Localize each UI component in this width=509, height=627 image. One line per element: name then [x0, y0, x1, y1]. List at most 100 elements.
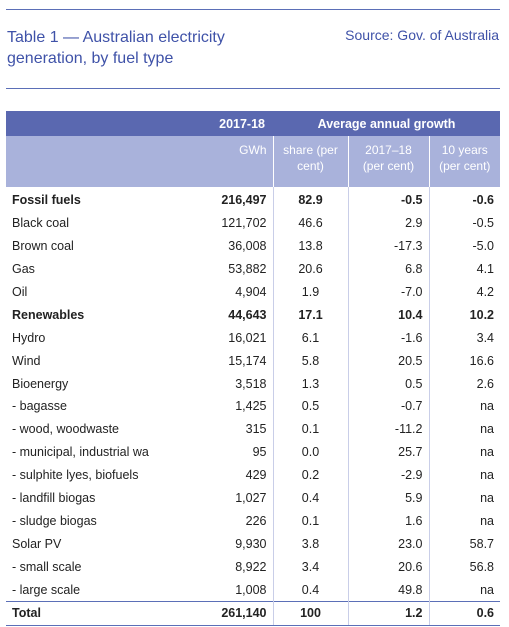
growth-10y-cell: -0.6 — [428, 187, 501, 212]
growth-1718-cell: 5.9 — [347, 486, 429, 510]
growth-10y-cell: 4.2 — [428, 280, 501, 304]
gwh-cell: 216,497 — [221, 193, 267, 208]
row-label: Bioenergy — [12, 376, 69, 391]
row-label: Brown coal — [12, 239, 74, 254]
row-label: - small scale — [12, 559, 82, 574]
page-title: Table 1 — Australian electricity generat… — [7, 29, 225, 67]
table-row: - landfill biogas 1,027 0.4 5.9 na — [6, 486, 501, 510]
row-label: - landfill biogas — [12, 491, 96, 506]
header-empty — [6, 111, 189, 136]
share-cell: 0.5 — [272, 395, 348, 418]
growth-1718-cell: 23.0 — [347, 532, 429, 556]
row-label: Black coal — [12, 216, 69, 231]
growth-10y-cell: 16.6 — [428, 349, 501, 373]
table-row: - sulphite lyes, biofuels 429 0.2 -2.9 na — [6, 463, 501, 487]
header-growth-10y: 10 years (per cent) — [428, 136, 501, 187]
share-cell: 0.4 — [272, 578, 348, 602]
growth-1718-cell: 2.9 — [347, 211, 429, 235]
gwh-cell: 1,425 — [235, 399, 267, 414]
row-label: Gas — [12, 262, 35, 277]
gwh-cell: 1,027 — [235, 491, 267, 506]
table-row: - sludge biogas 226 0.1 1.6 na — [6, 509, 501, 533]
row-label: Renewables — [12, 307, 85, 322]
gwh-cell: 226 — [245, 513, 267, 528]
table-row: Hydro 16,021 6.1 -1.6 3.4 — [6, 326, 501, 350]
share-cell: 13.8 — [272, 234, 348, 258]
row-label: Oil — [12, 285, 28, 299]
row-label: Solar PV — [12, 536, 62, 551]
share-cell: 100 — [272, 601, 348, 626]
table-row: - large scale 1,008 0.4 49.8 na — [6, 578, 501, 602]
table-row: Wind 15,174 5.8 20.5 16.6 — [6, 349, 501, 373]
growth-10y-cell: 10.2 — [428, 303, 501, 327]
gwh-cell: 4,904 — [235, 285, 267, 299]
growth-10y-cell: 56.8 — [428, 555, 501, 579]
gwh-cell: 315 — [245, 422, 267, 437]
header-growth-1718: 2017–18 (per cent) — [347, 136, 429, 187]
share-cell: 0.1 — [272, 509, 348, 533]
share-cell: 0.2 — [272, 463, 348, 487]
table-row: Black coal 121,702 46.6 2.9 -0.5 — [6, 211, 501, 235]
row-label: - bagasse — [12, 399, 67, 414]
gwh-cell: 53,882 — [228, 262, 267, 277]
row-label: - sludge biogas — [12, 513, 97, 528]
growth-10y-cell: na — [428, 440, 501, 464]
growth-1718-cell: 1.2 — [347, 601, 429, 626]
header-share: share (per cent) — [272, 136, 348, 187]
growth-10y-cell: 3.4 — [428, 326, 501, 350]
table-row: Oil 4,904 1.9 -7.0 4.2 — [6, 280, 501, 304]
table-row: Solar PV 9,930 3.8 23.0 58.7 — [6, 532, 501, 556]
table-body: Fossil fuels 216,497 82.9 -0.5 -0.6 Black coa… — [6, 187, 501, 626]
growth-10y-cell: -0.5 — [428, 211, 501, 235]
growth-1718-cell: -1.6 — [347, 326, 429, 350]
gwh-cell: 36,008 — [228, 239, 267, 254]
gwh-cell: 1,008 — [235, 582, 267, 597]
gwh-cell: 15,174 — [228, 353, 267, 368]
growth-1718-cell: -11.2 — [347, 417, 429, 441]
gwh-cell: 9,930 — [235, 536, 267, 551]
gwh-cell: 429 — [245, 468, 267, 483]
growth-1718-cell: 25.7 — [347, 440, 429, 464]
title-rule — [6, 88, 500, 89]
gwh-cell: 121,702 — [221, 216, 267, 231]
row-label: - municipal, industrial wa — [12, 445, 149, 460]
growth-10y-cell: -5.0 — [428, 234, 501, 258]
growth-1718-cell: -0.5 — [347, 187, 429, 212]
growth-1718-cell: 1.6 — [347, 509, 429, 533]
gwh-cell: 3,518 — [235, 376, 267, 391]
share-cell: 46.6 — [272, 211, 348, 235]
growth-10y-cell: na — [428, 417, 501, 441]
growth-1718-cell: 49.8 — [347, 578, 429, 602]
share-cell: 1.3 — [272, 372, 348, 396]
table-row: Renewables 44,643 17.1 10.4 10.2 — [6, 303, 501, 327]
share-cell: 6.1 — [272, 326, 348, 350]
source-note: Source: Gov. of Australia — [345, 27, 499, 43]
growth-1718-cell: -7.0 — [347, 280, 429, 304]
header-growth-group: Average annual growth — [273, 111, 501, 136]
table-row: - wood, woodwaste 315 0.1 -11.2 na — [6, 417, 501, 441]
share-cell: 5.8 — [272, 349, 348, 373]
gwh-cell: 16,021 — [228, 330, 267, 345]
share-cell: 3.4 — [272, 555, 348, 579]
growth-10y-cell: na — [428, 509, 501, 533]
header-empty-2 — [6, 136, 189, 187]
share-cell: 82.9 — [272, 187, 348, 212]
share-cell: 0.1 — [272, 417, 348, 441]
growth-10y-cell: 2.6 — [428, 372, 501, 396]
growth-10y-cell: 58.7 — [428, 532, 501, 556]
share-cell: 20.6 — [272, 257, 348, 281]
header-row-2: GWh share (per cent) 2017–18 (per cent) … — [6, 136, 501, 187]
table-row: - bagasse 1,425 0.5 -0.7 na — [6, 395, 501, 418]
share-cell: 3.8 — [272, 532, 348, 556]
table-row: Total 261,140 100 1.2 0.6 — [6, 601, 501, 626]
table-row: - small scale 8,922 3.4 20.6 56.8 — [6, 555, 501, 579]
row-label: Total — [6, 601, 189, 626]
growth-10y-cell: na — [428, 395, 501, 418]
table-row: Fossil fuels 216,497 82.9 -0.5 -0.6 — [6, 187, 501, 212]
gwh-cell: 8,922 — [235, 559, 267, 574]
header-row-1: 2017-18 Average annual growth — [6, 111, 501, 136]
table-row: - municipal, industrial wa 95 0.0 25.7 na — [6, 440, 501, 464]
growth-10y-cell: na — [428, 578, 501, 602]
header-year: 2017-18 — [189, 111, 273, 136]
growth-10y-cell: 0.6 — [428, 601, 501, 626]
